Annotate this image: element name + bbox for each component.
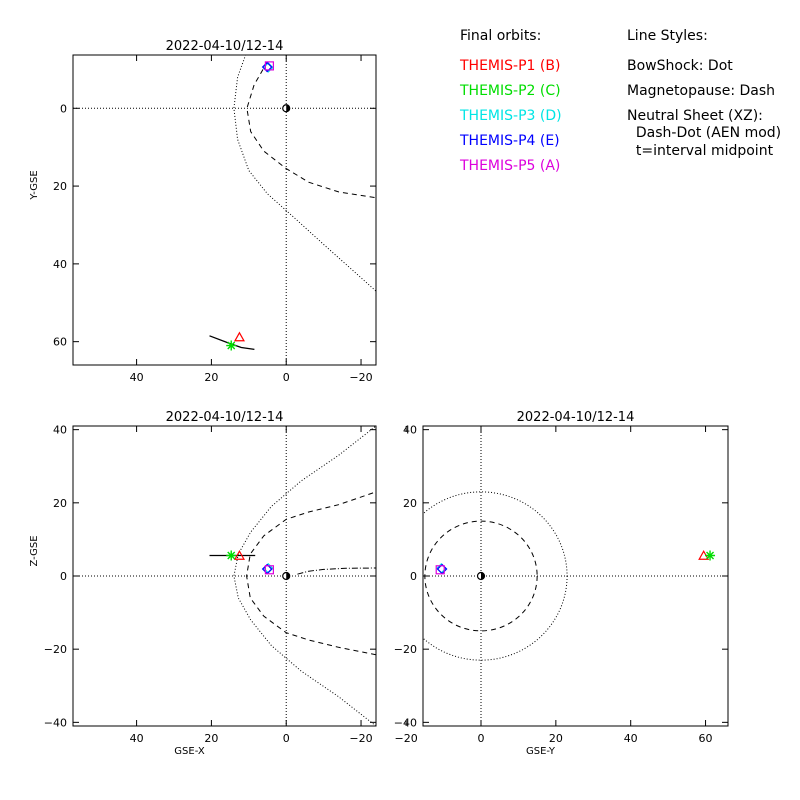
bow-shock-curve <box>233 55 376 292</box>
x-axis-title: GSE-X <box>174 746 205 757</box>
probe-p1-marker <box>233 331 245 342</box>
line-style-magnetopause: Magnetopause: Dash <box>627 83 775 99</box>
probe-p5-marker <box>264 565 274 575</box>
probe-p4-marker <box>261 61 273 73</box>
line-styles-title: Line Styles: <box>627 28 708 44</box>
plot-area <box>73 426 376 726</box>
legend-item-p3: THEMIS-P3 (D) <box>459 108 562 124</box>
y-tick-label: 0 <box>60 102 67 115</box>
legend-item-p2: THEMIS-P2 (C) <box>459 83 561 99</box>
y-tick-label: −20 <box>394 643 417 656</box>
y-tick-label: 40 <box>53 258 67 271</box>
plot-area <box>423 426 728 726</box>
plot-frame <box>72 54 377 366</box>
x-tick-label: 20 <box>204 732 218 745</box>
magnetopause-curve <box>246 491 376 656</box>
x-tick-label: 0 <box>283 732 290 745</box>
plot-area <box>73 55 376 365</box>
y-tick-label: −20 <box>44 643 67 656</box>
x-axis-title: GSE-Y <box>526 746 556 757</box>
panel-title: 2022-04-10/12-14 <box>166 39 284 54</box>
legend-item-p1: THEMIS-P1 (B) <box>459 58 560 74</box>
earth-night-side <box>286 572 290 580</box>
probe-p5-marker <box>435 565 445 575</box>
probe-p2-marker <box>226 550 237 561</box>
panel-title: 2022-04-10/12-14 <box>517 410 635 425</box>
x-tick-label: 40 <box>130 371 144 384</box>
y-tick-label: −40 <box>394 716 417 729</box>
panel-2: 2022-04-10/12-14 40 20 0 −20 40 20 0 −20 −40 GSE-X… <box>29 410 377 757</box>
y-tick-label: 40 <box>403 424 417 437</box>
legend-title: Final orbits: <box>460 28 541 44</box>
probe-p1-marker <box>233 550 245 560</box>
y-tick-label: 60 <box>53 336 67 349</box>
y-tick-label: 0 <box>60 570 67 583</box>
panel-3: 2022-04-10/12-14 −20 0 20 40 60 40 20 0 −20 −40 GSE… <box>394 410 729 757</box>
line-style-interval: t=interval midpoint <box>627 143 774 159</box>
y-axis-title: Y-GSE <box>29 170 40 200</box>
x-tick-label: −20 <box>395 732 418 745</box>
y-axis-title: Z-GSE <box>29 535 40 566</box>
probe-p2-marker <box>226 340 237 351</box>
neutral-sheet-curve <box>297 567 376 575</box>
x-tick-label: 40 <box>130 732 144 745</box>
probe-p2-marker <box>705 550 716 561</box>
x-tick-label: 60 <box>699 732 713 745</box>
panel-title: 2022-04-10/12-14 <box>166 410 284 425</box>
y-tick-label: 20 <box>53 497 67 510</box>
x-tick-label: 0 <box>478 732 485 745</box>
x-tick-label: 20 <box>204 371 218 384</box>
x-tick-label: 0 <box>283 371 290 384</box>
legend-item-p4: THEMIS-P4 (E) <box>459 133 560 149</box>
x-tick-label: 20 <box>549 732 563 745</box>
y-tick-label: 20 <box>53 180 67 193</box>
x-tick-label: −20 <box>349 732 372 745</box>
legend-item-p5: THEMIS-P5 (A) <box>459 158 560 174</box>
probe-p5-marker <box>264 61 274 71</box>
earth-night-side <box>481 572 485 580</box>
line-style-bowshock: BowShock: Dot <box>627 58 733 74</box>
orbit-track <box>209 335 255 351</box>
panel-1: 2022-04-10/12-14 40 20 0 −20 0 20 40 60 Y-GSE <box>29 39 377 384</box>
y-tick-label: 40 <box>53 424 67 437</box>
line-style-dash-dot: Dash-Dot (AEN mod) <box>627 125 781 141</box>
magnetopause-curve <box>246 61 376 199</box>
y-tick-label: 20 <box>403 497 417 510</box>
x-tick-label: −20 <box>349 371 372 384</box>
y-tick-label: 0 <box>410 570 417 583</box>
magnetopause-circle <box>424 520 538 632</box>
y-tick-label: −40 <box>44 716 67 729</box>
earth-night-side <box>286 104 290 112</box>
x-tick-label: 40 <box>624 732 638 745</box>
line-style-neutral-sheet: Neutral Sheet (XZ): <box>627 108 763 124</box>
bow-shock-circle <box>423 491 568 661</box>
